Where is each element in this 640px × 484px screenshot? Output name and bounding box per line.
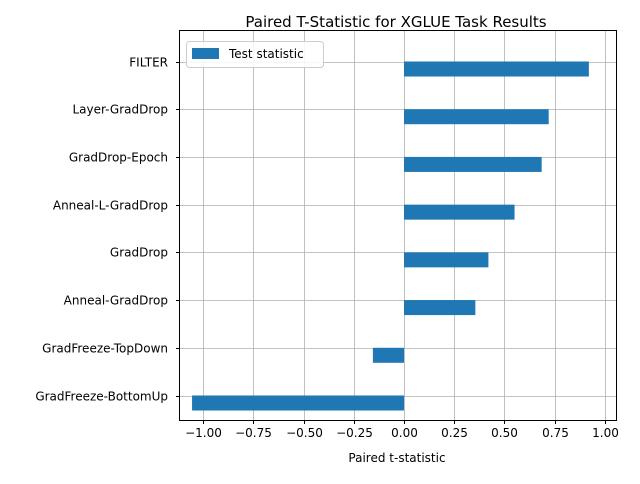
x-tick-label: 0.25 [441, 426, 468, 440]
x-tick-label: −1.00 [185, 426, 222, 440]
legend-label: Test statistic [228, 47, 304, 61]
bar [404, 300, 476, 316]
y-tick-label: GradFreeze-TopDown [42, 342, 168, 356]
bars [192, 61, 589, 411]
bar [404, 252, 489, 268]
x-tick-label: −0.50 [286, 426, 323, 440]
plot-frame [179, 30, 617, 421]
legend-swatch [192, 48, 219, 59]
x-axis-ticks: −1.00 −0.75 −0.50 −0.25 0.00 0.25 0.50 0.75 1.00 [185, 420, 619, 440]
bar [404, 109, 549, 125]
y-tick-label: Anneal-GradDrop [64, 294, 168, 308]
y-tick-label: Anneal-L-GradDrop [53, 199, 168, 213]
y-axis-ticks: FILTER Layer-GradDrop GradDrop-Epoch Anneal… [35, 56, 180, 404]
bar [404, 156, 542, 172]
bar [404, 61, 589, 77]
y-tick-label: GradDrop-Epoch [69, 151, 168, 165]
bar [404, 204, 515, 220]
x-tick-label: −0.75 [235, 426, 272, 440]
x-tick-label: 1.00 [592, 426, 619, 440]
y-tick-label: Layer-GradDrop [72, 103, 168, 117]
bar [372, 347, 405, 363]
x-tick-label: 0.50 [491, 426, 518, 440]
y-tick-label: GradFreeze-BottomUp [35, 390, 168, 404]
legend: Test statistic [186, 41, 324, 68]
x-tick-label: −0.25 [336, 426, 373, 440]
y-tick-label: GradDrop [110, 246, 168, 260]
x-tick-label: 0.00 [391, 426, 418, 440]
chart-title: Paired T-Statistic for XGLUE Task Result… [245, 13, 546, 31]
bar [192, 395, 405, 411]
legend-frame [186, 41, 324, 68]
x-tick-label: 0.75 [542, 426, 569, 440]
y-tick-label: FILTER [129, 56, 168, 70]
x-axis-label: Paired t-statistic [348, 451, 445, 465]
